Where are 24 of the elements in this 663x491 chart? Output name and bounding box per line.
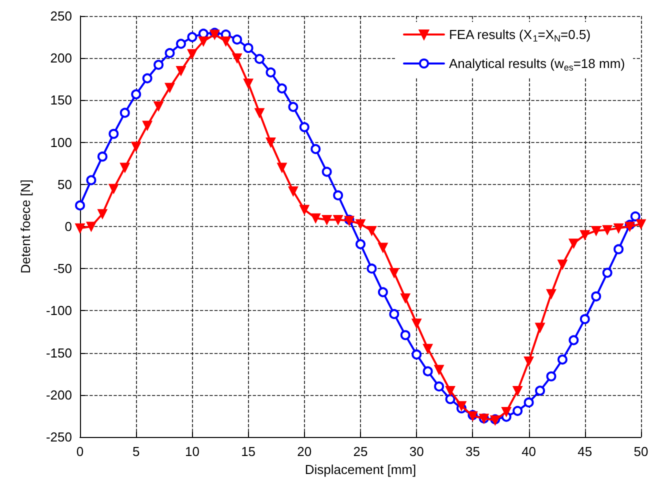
y-tick-label: -250 bbox=[46, 430, 72, 444]
y-tick-label: 0 bbox=[64, 219, 72, 234]
x-tick-label: 15 bbox=[241, 444, 256, 459]
x-tick-label: 20 bbox=[297, 444, 312, 459]
x-axis-title: Displacement [mm] bbox=[304, 462, 416, 477]
y-tick-label: 200 bbox=[50, 50, 72, 66]
y-tick-label: -200 bbox=[46, 387, 72, 402]
y-tick-label: -100 bbox=[46, 303, 72, 318]
x-tick-label: 40 bbox=[522, 444, 536, 459]
x-tick-label: 10 bbox=[184, 444, 200, 459]
y-tick-label: -50 bbox=[53, 261, 72, 276]
x-tick-label: 0 bbox=[76, 444, 84, 459]
x-tick-label: 35 bbox=[465, 444, 480, 459]
y-tick-label: 150 bbox=[50, 92, 72, 108]
x-tick-label: 30 bbox=[409, 444, 424, 459]
y-tick-label: 250 bbox=[50, 8, 72, 24]
x-tick-label: 25 bbox=[353, 444, 368, 459]
x-tick-label: 45 bbox=[578, 444, 592, 459]
y-tick-label: 100 bbox=[50, 134, 72, 150]
y-axis-title: Detent foece [N] bbox=[18, 180, 33, 274]
x-tick-label: 50 bbox=[634, 444, 648, 459]
y-tick-label: -150 bbox=[46, 345, 72, 360]
y-tick-label: 50 bbox=[58, 176, 72, 192]
x-tick-label: 5 bbox=[132, 444, 140, 459]
